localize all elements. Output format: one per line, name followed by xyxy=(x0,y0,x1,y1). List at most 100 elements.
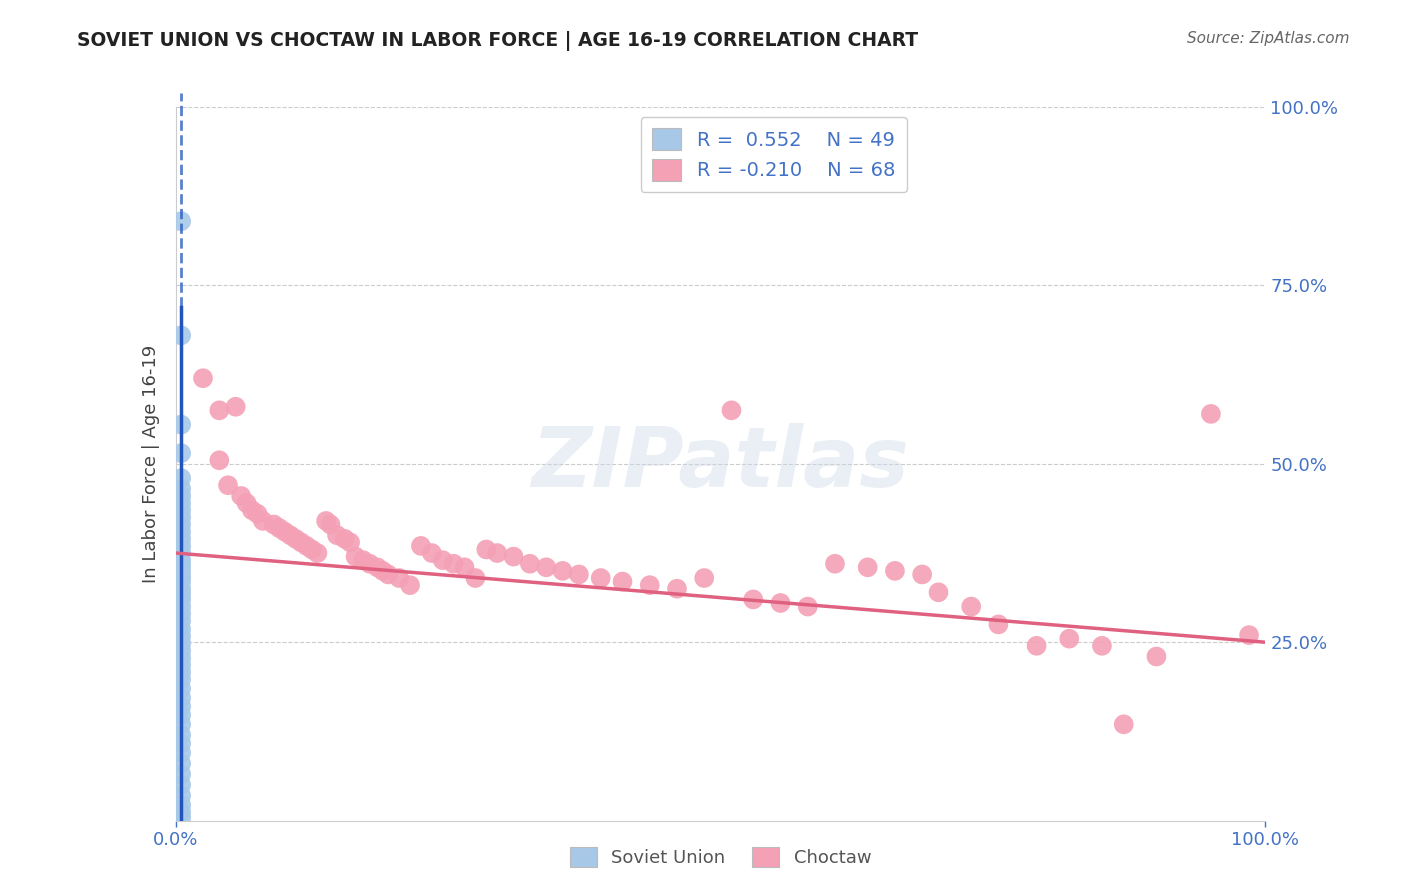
Point xyxy=(170,574,193,589)
Point xyxy=(769,596,792,610)
Point xyxy=(399,578,422,592)
Legend: Soviet Union, Choctaw: Soviet Union, Choctaw xyxy=(561,838,880,876)
Point xyxy=(486,546,509,560)
Point xyxy=(1057,632,1080,646)
Point xyxy=(170,690,193,705)
Point xyxy=(170,767,193,781)
Point xyxy=(301,542,323,557)
Point xyxy=(170,558,193,573)
Point xyxy=(1025,639,1047,653)
Point xyxy=(170,811,193,825)
Point xyxy=(274,524,297,539)
Point xyxy=(295,539,318,553)
Point xyxy=(720,403,742,417)
Point xyxy=(170,564,193,578)
Point xyxy=(170,644,193,658)
Point xyxy=(371,564,394,578)
Point xyxy=(191,371,214,385)
Point xyxy=(170,599,193,614)
Point xyxy=(170,482,193,496)
Point xyxy=(307,546,329,560)
Point xyxy=(170,446,193,460)
Point xyxy=(170,214,193,228)
Text: ZIPatlas: ZIPatlas xyxy=(531,424,910,504)
Point xyxy=(339,535,361,549)
Point xyxy=(352,553,374,567)
Point xyxy=(170,789,193,803)
Point xyxy=(170,637,193,651)
Point xyxy=(589,571,612,585)
Point xyxy=(170,805,193,819)
Point xyxy=(170,658,193,673)
Point xyxy=(170,517,193,532)
Point xyxy=(742,592,765,607)
Point xyxy=(551,564,574,578)
Point xyxy=(170,582,193,596)
Point xyxy=(278,528,301,542)
Point xyxy=(170,614,193,628)
Point xyxy=(1091,639,1114,653)
Point xyxy=(475,542,498,557)
Point xyxy=(170,746,193,760)
Point xyxy=(170,510,193,524)
Point xyxy=(884,564,907,578)
Point xyxy=(464,571,486,585)
Point xyxy=(1237,628,1260,642)
Point xyxy=(443,557,465,571)
Point xyxy=(170,708,193,723)
Point xyxy=(284,532,307,546)
Point xyxy=(319,517,342,532)
Point xyxy=(170,524,193,539)
Point xyxy=(170,699,193,714)
Point xyxy=(170,623,193,637)
Point xyxy=(666,582,689,596)
Point xyxy=(824,557,846,571)
Point xyxy=(534,560,557,574)
Point xyxy=(856,560,879,574)
Point xyxy=(1144,649,1167,664)
Point xyxy=(796,599,818,614)
Point xyxy=(263,517,285,532)
Point xyxy=(638,578,661,592)
Point xyxy=(170,532,193,546)
Point xyxy=(928,585,950,599)
Point xyxy=(359,557,381,571)
Point xyxy=(1199,407,1222,421)
Point xyxy=(170,756,193,771)
Point xyxy=(333,532,356,546)
Point xyxy=(170,587,193,601)
Point xyxy=(409,539,432,553)
Point xyxy=(453,560,475,574)
Point xyxy=(170,592,193,607)
Text: Source: ZipAtlas.com: Source: ZipAtlas.com xyxy=(1187,31,1350,46)
Point xyxy=(170,417,193,432)
Point xyxy=(170,737,193,751)
Point xyxy=(366,560,388,574)
Point xyxy=(170,665,193,680)
Point xyxy=(170,673,193,687)
Point xyxy=(502,549,524,564)
Point xyxy=(208,453,231,467)
Point xyxy=(217,478,239,492)
Text: SOVIET UNION VS CHOCTAW IN LABOR FORCE | AGE 16-19 CORRELATION CHART: SOVIET UNION VS CHOCTAW IN LABOR FORCE |… xyxy=(77,31,918,51)
Point xyxy=(170,328,193,343)
Point xyxy=(170,717,193,731)
Point xyxy=(170,797,193,812)
Point xyxy=(170,496,193,510)
Point xyxy=(170,681,193,696)
Point xyxy=(170,553,193,567)
Point xyxy=(911,567,934,582)
Point xyxy=(987,617,1010,632)
Point xyxy=(269,521,291,535)
Point xyxy=(519,557,541,571)
Point xyxy=(231,489,253,503)
Point xyxy=(170,539,193,553)
Point xyxy=(240,503,263,517)
Point xyxy=(170,503,193,517)
Point xyxy=(170,630,193,644)
Point xyxy=(225,400,247,414)
Point xyxy=(246,507,269,521)
Point xyxy=(208,403,231,417)
Point xyxy=(170,546,193,560)
Point xyxy=(568,567,591,582)
